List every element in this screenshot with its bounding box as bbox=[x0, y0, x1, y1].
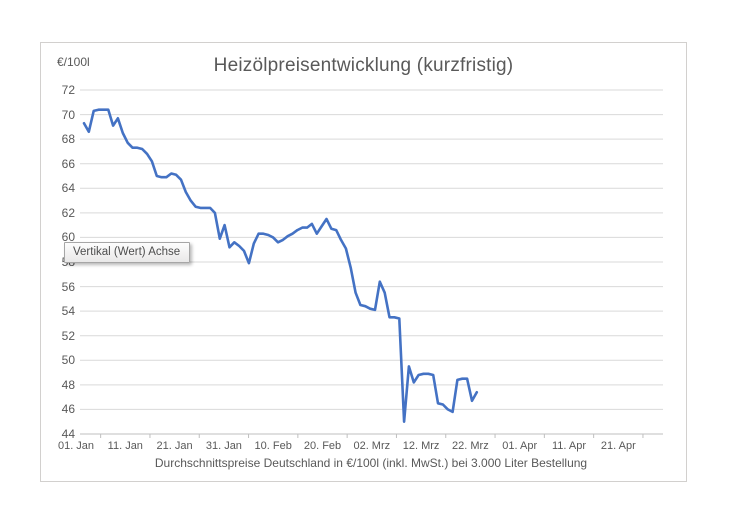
vertical-axis-tooltip: Vertikal (Wert) Achse bbox=[64, 242, 191, 263]
y-axis-label[interactable]: 68 bbox=[61, 132, 75, 147]
x-axis-title[interactable]: Durchschnittspreise Deutschland in €/100… bbox=[154, 456, 588, 470]
x-axis-label[interactable]: 12. Mrz bbox=[402, 440, 440, 452]
y-axis-label[interactable]: 54 bbox=[61, 304, 75, 319]
x-axis-label[interactable]: 31. Jan bbox=[205, 440, 242, 452]
x-axis-label[interactable]: 20. Feb bbox=[303, 440, 342, 452]
x-axis-label[interactable]: 21. Jan bbox=[156, 440, 193, 452]
y-axis-label[interactable]: 66 bbox=[61, 156, 75, 171]
x-axis-label[interactable]: 10. Feb bbox=[254, 440, 292, 452]
y-axis-label[interactable]: 70 bbox=[61, 107, 75, 122]
x-axis-label[interactable]: 21. Apr bbox=[600, 440, 636, 452]
y-axis-label[interactable]: 50 bbox=[61, 353, 75, 368]
x-axis-label[interactable]: 01. Jan bbox=[57, 440, 95, 452]
y-axis-label[interactable]: 46 bbox=[61, 402, 75, 417]
x-axis-ticks bbox=[100, 434, 644, 438]
x-axis-label[interactable]: 22. Mrz bbox=[452, 440, 489, 452]
y-axis-label[interactable]: 52 bbox=[61, 328, 75, 343]
y-axis-label[interactable]: 62 bbox=[61, 205, 75, 220]
y-axis-label[interactable]: 44 bbox=[61, 427, 75, 441]
y-axis-unit-label: €/100l bbox=[57, 55, 90, 69]
chart-title[interactable]: Heizölpreisentwicklung (kurzfristig) bbox=[213, 55, 514, 76]
y-axis-label[interactable]: 72 bbox=[61, 83, 75, 97]
gridlines bbox=[80, 89, 663, 435]
x-axis-label[interactable]: 11. Jan bbox=[107, 440, 143, 452]
x-axis-label[interactable]: 11. Apr bbox=[551, 440, 587, 452]
y-axis-label[interactable]: 56 bbox=[61, 279, 75, 294]
y-axis-label[interactable]: 60 bbox=[61, 230, 75, 245]
price-line-series[interactable] bbox=[82, 108, 479, 424]
y-axis-label[interactable]: 48 bbox=[61, 377, 75, 392]
x-axis-label[interactable]: 02. Mrz bbox=[353, 440, 391, 452]
y-axis-label[interactable]: 64 bbox=[61, 181, 75, 196]
x-axis-label[interactable]: 01. Apr bbox=[502, 440, 538, 452]
